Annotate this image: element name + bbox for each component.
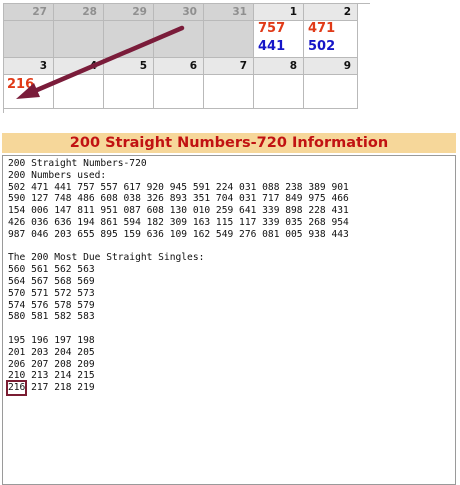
day-number: 4 xyxy=(89,60,97,72)
calendar-grid: 27 28 29 30 31 1 2 757 441 471 502 3 4 5… xyxy=(3,3,370,113)
text-line: 426 036 636 194 861 594 182 309 163 115 … xyxy=(8,216,349,228)
day-number: 8 xyxy=(289,60,297,72)
day-cell-28[interactable]: 28 xyxy=(54,4,104,21)
text-line: 201 203 204 205 xyxy=(8,346,95,358)
draw-number-red: 757 xyxy=(258,21,286,36)
panel-title: 200 Straight Numbers-720 Information xyxy=(2,133,456,153)
line-rest: 217 218 219 xyxy=(25,382,95,394)
text-line: 574 576 578 579 xyxy=(8,299,95,311)
day-body-4 xyxy=(54,75,104,109)
day-body-1: 757 441 xyxy=(254,21,304,58)
day-body-8 xyxy=(254,75,304,109)
day-body-5 xyxy=(104,75,154,109)
day-cell-4[interactable]: 4 xyxy=(54,58,104,75)
day-cell-9[interactable]: 9 xyxy=(304,58,358,75)
day-cell-6[interactable]: 6 xyxy=(154,58,204,75)
text-line: 210 213 214 215 xyxy=(8,370,95,382)
text-line: 206 207 208 209 xyxy=(8,358,95,370)
day-number: 28 xyxy=(82,6,97,18)
day-body-6 xyxy=(154,75,204,109)
day-body-9 xyxy=(304,75,358,109)
day-number: 7 xyxy=(239,60,247,72)
text-line: 580 581 582 583 xyxy=(8,311,95,323)
text-line xyxy=(8,323,455,335)
draw-number-blue: 502 xyxy=(308,39,336,54)
day-body-2: 471 502 xyxy=(304,21,358,58)
highlighted-number: 216 xyxy=(5,380,28,396)
day-cell-27[interactable]: 27 xyxy=(4,4,54,21)
text-line: 200 Straight Numbers-720 xyxy=(8,158,147,169)
text-line: 200 Numbers used: xyxy=(8,169,107,181)
text-line xyxy=(8,241,455,253)
text-line: 502 471 441 757 557 617 920 945 591 224 … xyxy=(8,181,349,193)
draw-number-red: 471 xyxy=(308,21,336,36)
day-body-3: 216 xyxy=(4,75,54,109)
day-body-30 xyxy=(154,21,204,58)
information-text-area[interactable]: 200 Straight Numbers-720 200 Numbers used… xyxy=(2,155,456,485)
day-number: 2 xyxy=(343,6,351,18)
day-cell-3[interactable]: 3 xyxy=(4,58,54,75)
day-number: 30 xyxy=(182,6,197,18)
day-number: 6 xyxy=(189,60,197,72)
day-number: 9 xyxy=(343,60,351,72)
draw-number-red: 216 xyxy=(7,77,35,92)
day-body-31 xyxy=(204,21,254,58)
day-cell-8[interactable]: 8 xyxy=(254,58,304,75)
text-line: 195 196 197 198 xyxy=(8,334,95,346)
day-number: 3 xyxy=(39,60,47,72)
day-cell-7[interactable]: 7 xyxy=(204,58,254,75)
day-number: 31 xyxy=(232,6,247,18)
day-cell-29[interactable]: 29 xyxy=(104,4,154,21)
day-cell-30[interactable]: 30 xyxy=(154,4,204,21)
text-line: 560 561 562 563 xyxy=(8,264,95,276)
day-cell-5[interactable]: 5 xyxy=(104,58,154,75)
text-line: 987 046 203 655 895 159 636 109 162 549 … xyxy=(8,228,349,240)
text-line-last: 216 217 218 219 xyxy=(5,380,455,396)
text-line: 590 127 748 486 608 038 326 893 351 704 … xyxy=(8,193,349,205)
day-body-29 xyxy=(104,21,154,58)
text-line: 154 006 147 811 951 087 608 130 010 259 … xyxy=(8,205,349,217)
day-body-28 xyxy=(54,21,104,58)
day-number: 27 xyxy=(32,6,47,18)
day-body-27 xyxy=(4,21,54,58)
text-line: 570 571 572 573 xyxy=(8,287,95,299)
day-body-7 xyxy=(204,75,254,109)
text-line: The 200 Most Due Straight Singles: xyxy=(8,252,205,264)
day-number: 29 xyxy=(132,6,147,18)
day-cell-1[interactable]: 1 xyxy=(254,4,304,21)
day-cell-2[interactable]: 2 xyxy=(304,4,358,21)
text-lines: 200 Straight Numbers-720 200 Numbers used… xyxy=(8,158,455,382)
day-number: 1 xyxy=(289,6,297,18)
draw-number-blue: 441 xyxy=(258,39,286,54)
day-cell-31[interactable]: 31 xyxy=(204,4,254,21)
day-number: 5 xyxy=(139,60,147,72)
text-line: 564 567 568 569 xyxy=(8,275,95,287)
